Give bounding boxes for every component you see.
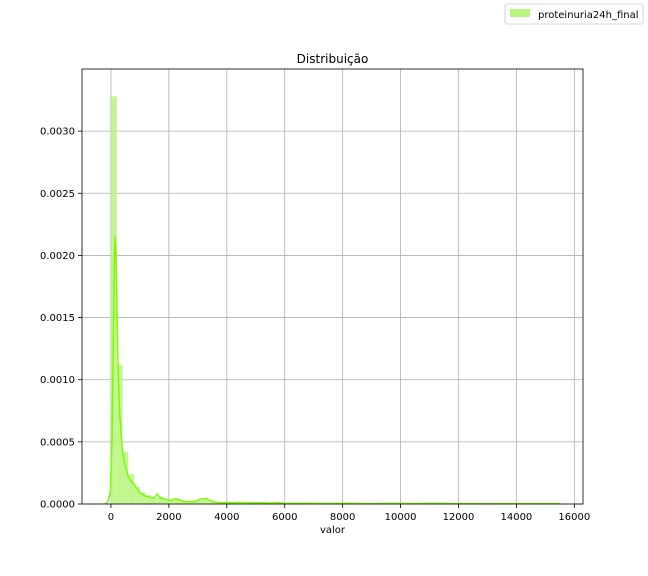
y-tick-label: 0.0000 bbox=[40, 500, 75, 511]
y-tick-label: 0.0005 bbox=[40, 437, 75, 448]
x-tick-label: 2000 bbox=[156, 512, 181, 523]
histogram-bar bbox=[145, 495, 152, 504]
y-tick-label: 0.0025 bbox=[40, 189, 75, 200]
histogram-bar bbox=[203, 499, 210, 504]
x-axis-label: valor bbox=[320, 525, 346, 536]
histogram-bar bbox=[151, 497, 158, 504]
histogram-bar bbox=[116, 364, 123, 504]
histogram-bar bbox=[174, 499, 181, 504]
histogram-bar bbox=[197, 500, 204, 504]
histogram-bar bbox=[209, 501, 216, 504]
histogram-bar bbox=[215, 502, 222, 504]
x-tick-label: 16000 bbox=[558, 512, 590, 523]
histogram-bar bbox=[157, 496, 164, 504]
histogram-bar bbox=[168, 500, 175, 504]
y-tick-label: 0.0030 bbox=[40, 127, 75, 138]
x-axis-ticks: 0 2000 4000 6000 8000 10000 12000 14000 16000 bbox=[108, 504, 590, 523]
y-axis-ticks: 0.0000 0.0005 0.0010 0.0015 0.0020 0.0025 0.00… bbox=[40, 127, 82, 511]
x-tick-label: 14000 bbox=[500, 512, 532, 523]
legend: proteinuria24h_final bbox=[504, 3, 644, 25]
legend-swatch bbox=[510, 9, 530, 17]
x-tick-label: 6000 bbox=[272, 512, 297, 523]
histogram-bar bbox=[139, 492, 146, 504]
histogram-bars bbox=[110, 96, 557, 504]
x-tick-label: 0 bbox=[108, 512, 114, 523]
grid bbox=[82, 69, 583, 505]
x-tick-label: 4000 bbox=[214, 512, 239, 523]
plot-area-frame bbox=[81, 68, 584, 505]
legend-label: proteinuria24h_final bbox=[538, 10, 639, 21]
kde-line bbox=[104, 236, 560, 505]
y-tick-label: 0.0010 bbox=[40, 375, 75, 386]
legend-box bbox=[504, 3, 644, 25]
histogram-bar bbox=[186, 501, 193, 504]
histogram-bar bbox=[122, 451, 129, 504]
y-tick-label: 0.0015 bbox=[40, 313, 75, 324]
histogram-bar bbox=[128, 474, 135, 504]
chart-title: Distribuição bbox=[297, 52, 369, 66]
x-tick-label: 10000 bbox=[385, 512, 417, 523]
histogram-bar bbox=[180, 501, 187, 504]
x-tick-label: 8000 bbox=[330, 512, 355, 523]
histogram-bar bbox=[163, 499, 169, 504]
kde-curve bbox=[104, 236, 560, 505]
y-tick-label: 0.0020 bbox=[40, 251, 75, 262]
x-tick-label: 12000 bbox=[443, 512, 475, 523]
histogram-bar bbox=[134, 486, 140, 504]
histogram-bar bbox=[192, 501, 198, 504]
